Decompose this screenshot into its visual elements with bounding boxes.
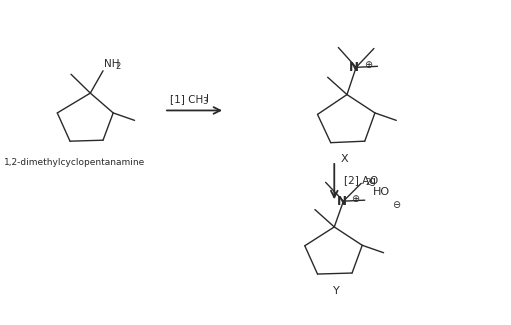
Text: I: I [206,95,209,105]
Text: O: O [370,176,378,186]
Text: N: N [349,61,359,74]
Text: ⊕: ⊕ [364,60,373,70]
Text: Y: Y [334,286,340,296]
Text: N: N [336,195,346,208]
Text: [2] Ag: [2] Ag [344,176,376,186]
Text: 1,2-dimethylcyclopentanamine: 1,2-dimethylcyclopentanamine [4,158,145,166]
Text: 2: 2 [366,178,371,187]
Text: 3: 3 [202,97,207,106]
Text: X: X [341,154,349,164]
Text: HO: HO [373,187,390,197]
Text: 2: 2 [115,62,121,71]
Text: NH: NH [104,59,120,69]
Text: ⊕: ⊕ [352,194,360,204]
Text: ⊖: ⊖ [392,200,400,210]
Text: [1] CH: [1] CH [170,95,203,105]
